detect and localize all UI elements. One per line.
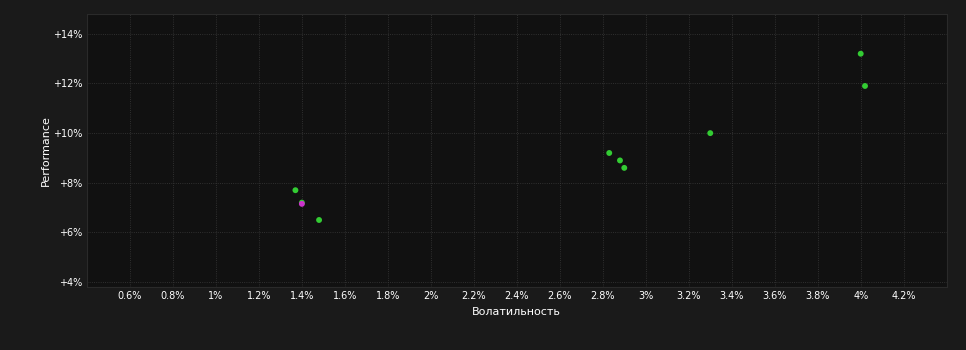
Point (702, 130, 718, 136)
Point (612, 158, 628, 163)
X-axis label: Волатильность: Волатильность (472, 307, 561, 317)
Point (853, 51, 868, 56)
Point (294, 200, 309, 205)
Point (857, 83, 872, 89)
Point (602, 150, 617, 156)
Point (311, 217, 327, 223)
Y-axis label: Performance: Performance (41, 115, 50, 186)
Point (294, 201, 309, 206)
Point (288, 187, 303, 193)
Point (616, 165, 632, 171)
